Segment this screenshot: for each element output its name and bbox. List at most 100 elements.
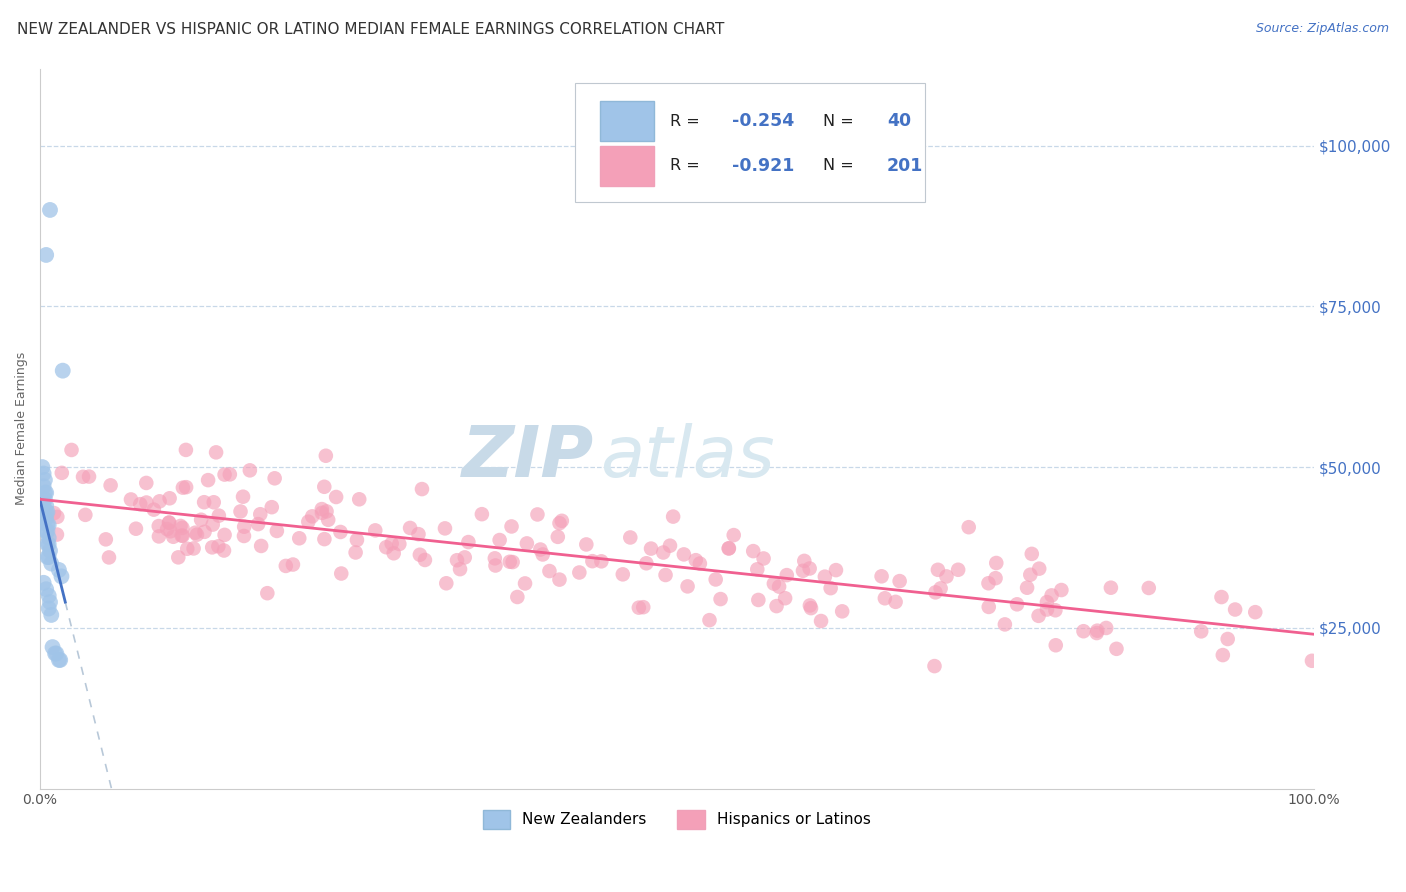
Point <box>1036 595 1059 609</box>
Point <box>747 593 769 607</box>
Point <box>1085 626 1108 640</box>
Point <box>484 551 506 566</box>
Point <box>35 524 58 539</box>
Point <box>1137 581 1160 595</box>
Point <box>776 568 799 582</box>
Text: Source: ZipAtlas.com: Source: ZipAtlas.com <box>1256 22 1389 36</box>
Point <box>35 248 58 262</box>
Point <box>1244 605 1267 619</box>
Point <box>32 575 55 590</box>
Point <box>75 508 97 522</box>
Point <box>924 659 946 673</box>
Point <box>301 509 323 524</box>
Point <box>935 569 957 583</box>
Point <box>986 556 1008 570</box>
Text: N =: N = <box>824 158 859 173</box>
Point <box>229 504 252 518</box>
Point <box>38 601 60 615</box>
Point <box>581 554 603 568</box>
Point <box>977 576 1000 591</box>
FancyBboxPatch shape <box>575 83 925 202</box>
Point <box>457 535 479 549</box>
Point <box>717 541 740 556</box>
Point <box>873 591 896 606</box>
Point <box>34 511 56 525</box>
Point <box>35 499 58 513</box>
Point <box>37 518 59 533</box>
Point <box>752 551 775 566</box>
Point <box>526 508 548 522</box>
Point <box>946 563 969 577</box>
Point <box>274 558 297 573</box>
Point <box>699 613 721 627</box>
Point <box>344 545 367 559</box>
Point <box>208 508 231 523</box>
Point <box>676 579 699 593</box>
Text: R =: R = <box>671 113 706 128</box>
Point <box>207 539 229 553</box>
Point <box>263 471 285 485</box>
Point <box>39 543 62 558</box>
Point <box>636 556 658 570</box>
Point <box>159 524 181 539</box>
Point <box>502 555 524 569</box>
Point <box>488 533 510 547</box>
Point <box>506 590 529 604</box>
Point <box>831 604 853 618</box>
Point <box>446 553 468 567</box>
Point <box>889 574 911 588</box>
Point <box>38 537 60 551</box>
Point <box>433 521 456 535</box>
Point <box>183 541 205 556</box>
Point <box>548 516 571 531</box>
Point <box>197 473 219 487</box>
Text: 40: 40 <box>887 112 911 130</box>
Point <box>329 524 352 539</box>
Point <box>39 557 62 571</box>
Point <box>184 525 207 540</box>
Point <box>619 531 641 545</box>
Point <box>330 566 353 581</box>
Point <box>35 505 58 519</box>
Point <box>37 505 59 519</box>
Point <box>924 585 946 599</box>
Point <box>1095 621 1118 635</box>
Point <box>434 576 457 591</box>
Point <box>411 482 433 496</box>
Point <box>98 550 121 565</box>
Point <box>1211 590 1233 604</box>
Point <box>315 449 337 463</box>
Point <box>51 569 73 583</box>
Point <box>288 531 311 545</box>
Point <box>31 460 53 475</box>
Point <box>884 595 907 609</box>
Point <box>399 521 422 535</box>
Point <box>315 504 337 518</box>
Point <box>37 537 59 551</box>
Point <box>51 466 73 480</box>
Point <box>176 541 198 556</box>
Text: R =: R = <box>671 158 706 173</box>
Point <box>388 537 411 551</box>
Point <box>142 502 165 516</box>
Point <box>659 539 682 553</box>
Point <box>38 550 60 565</box>
Point <box>762 576 785 591</box>
Point <box>689 557 711 571</box>
Point <box>201 541 224 555</box>
Point <box>1028 562 1050 576</box>
Point <box>773 591 796 606</box>
Point <box>471 507 494 521</box>
Point <box>218 467 240 482</box>
Point <box>1073 624 1095 639</box>
Point <box>717 541 740 556</box>
Point <box>32 479 55 493</box>
Point <box>349 492 371 507</box>
Point <box>148 529 170 543</box>
Point <box>316 513 339 527</box>
Point <box>382 546 405 560</box>
Point <box>39 607 62 622</box>
Point <box>157 516 180 530</box>
Point <box>212 543 235 558</box>
Point <box>39 202 62 217</box>
